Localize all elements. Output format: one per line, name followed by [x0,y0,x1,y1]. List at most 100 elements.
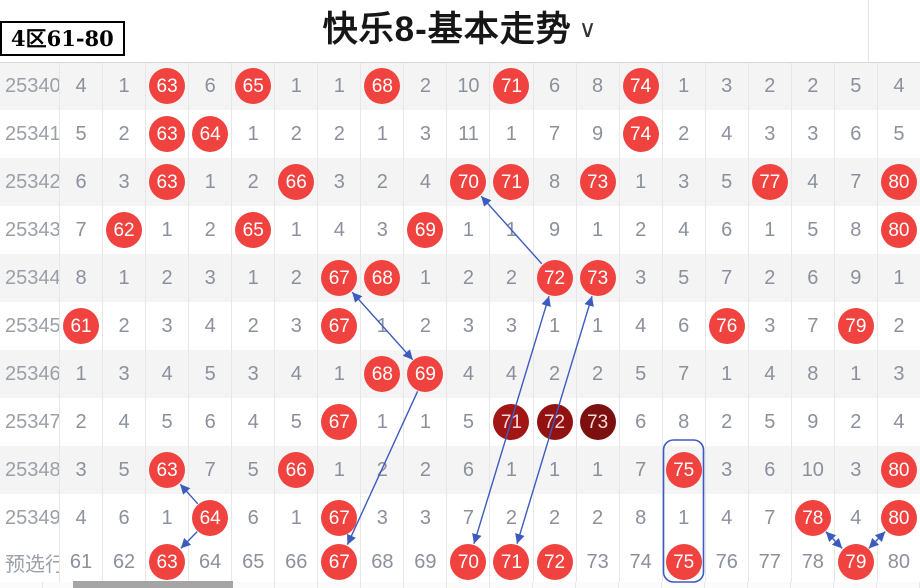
miss-count: 1 [577,446,620,494]
miss-count: 5 [835,62,878,110]
preselect-number[interactable]: 73 [577,542,620,582]
miss-count: 1 [60,350,104,398]
preselect-number[interactable]: 62 [103,542,147,582]
miss-count: 5 [620,350,663,398]
preselect-hit-ball[interactable]: 63 [149,544,186,580]
preselect-number[interactable]: 66 [275,542,319,582]
miss-count: 3 [318,158,362,206]
miss-count: 2 [620,206,663,254]
preselect-number[interactable]: 64 [189,542,233,582]
miss-count: 1 [490,110,534,158]
preselect-number[interactable]: 68 [361,542,405,582]
hit-ball-dark: 73 [579,404,616,440]
miss-count: 6 [189,398,233,446]
hit-ball: 75 [665,452,702,488]
hit-ball: 64 [192,116,229,152]
miss-count: 2 [361,446,405,494]
hit-ball: 73 [579,260,616,296]
miss-count: 2 [189,206,233,254]
hit-ball: 74 [622,68,659,104]
miss-count: 8 [620,494,663,542]
miss-count: 1 [275,62,319,110]
miss-count: 3 [189,254,233,302]
miss-count: 7 [534,110,577,158]
miss-count: 6 [663,302,706,350]
partial-next-row-shade [73,581,233,588]
preselect-number[interactable]: 80 [887,550,911,573]
preselect-hit-ball[interactable]: 67 [321,544,358,580]
miss-count: 3 [447,302,491,350]
result-row: 25345 61 2 3 4 2 3 67 1 2 3 3 1 1 4 6 76 3 7 79 2 [0,302,920,350]
miss-count: 1 [404,398,448,446]
miss-count: 7 [663,350,706,398]
miss-count: 1 [361,398,405,446]
miss-count: 6 [232,494,276,542]
preselect-number[interactable]: 74 [620,542,663,582]
preselect-number[interactable]: 76 [706,542,749,582]
miss-count: 4 [620,302,663,350]
miss-count: 2 [893,314,905,337]
preselect-number[interactable]: 69 [404,542,448,582]
row-label: 25347 [0,398,60,446]
miss-count: 2 [706,398,749,446]
hit-ball: 77 [751,164,788,200]
miss-count: 6 [447,446,491,494]
result-row: 25342 6 3 63 1 2 66 3 2 4 70 71 8 73 1 3 5 77 4 7 80 [0,158,920,206]
miss-count: 4 [706,494,749,542]
preselect-hit-ball[interactable]: 72 [536,544,573,580]
miss-count: 4 [232,398,276,446]
result-row: 25343 7 62 1 2 65 1 4 3 69 1 1 9 1 2 4 6 1 5 8 80 [0,206,920,254]
hit-ball: 72 [536,260,573,296]
row-label: 25343 [0,206,60,254]
hit-ball: 68 [364,260,401,296]
result-row: 25349 4 6 1 64 6 1 67 3 3 7 2 2 2 8 1 4 7 78 4 80 [0,494,920,542]
miss-count: 6 [792,254,835,302]
miss-count: 5 [275,398,319,446]
miss-count: 5 [232,446,276,494]
miss-count: 2 [663,110,706,158]
preselect-hit-ball[interactable]: 71 [493,544,530,580]
miss-count: 1 [361,110,405,158]
row-label: 25348 [0,446,60,494]
chevron-down-icon[interactable]: ∨ [578,16,598,43]
preselect-row: 预选行 61 62 63 64 65 66 67 68 69 70 71 72 73 74 75 76 77 78 7… [0,542,920,582]
hit-ball: 66 [278,452,315,488]
hit-ball: 67 [321,500,358,536]
miss-count: 9 [577,110,620,158]
miss-count: 3 [792,110,835,158]
partial-next-row [0,582,920,588]
miss-count: 7 [447,494,491,542]
hit-ball: 80 [880,500,917,536]
result-row: 25341 5 2 63 64 1 2 2 1 3 11 1 7 9 74 2 4 3 3 6 5 [0,110,920,158]
preselect-number[interactable]: 78 [792,542,835,582]
miss-count: 4 [103,398,147,446]
miss-count: 1 [893,266,905,289]
miss-count: 1 [577,302,620,350]
preselect-hit-ball[interactable]: 70 [450,544,487,580]
hit-ball: 73 [579,164,616,200]
preselect-number[interactable]: 77 [749,542,792,582]
miss-count: 4 [60,62,104,110]
miss-count: 1 [577,206,620,254]
preselect-number[interactable]: 65 [232,542,276,582]
result-row: 25340 4 1 63 6 65 1 1 68 2 10 71 6 8 74 1 3 2 2 5 4 [0,62,920,110]
miss-count: 1 [490,446,534,494]
miss-count: 1 [146,206,190,254]
preselect-number[interactable]: 61 [60,542,104,582]
miss-count: 2 [490,254,534,302]
miss-count: 6 [534,62,577,110]
miss-count: 1 [534,302,577,350]
miss-count: 3 [893,362,905,385]
preselect-hit-ball[interactable]: 75 [665,544,702,580]
hit-ball: 80 [880,164,917,200]
hit-ball: 65 [235,68,272,104]
miss-count: 1 [318,446,362,494]
result-row: 25346 1 3 4 5 3 4 1 68 69 4 4 2 2 5 7 1 4 8 1 3 [0,350,920,398]
miss-count: 2 [835,398,878,446]
preselect-hit-ball[interactable]: 79 [837,544,874,580]
miss-count: 3 [835,446,878,494]
miss-count: 2 [534,350,577,398]
miss-count: 3 [103,158,147,206]
miss-count: 7 [60,206,104,254]
hit-ball: 68 [364,68,401,104]
